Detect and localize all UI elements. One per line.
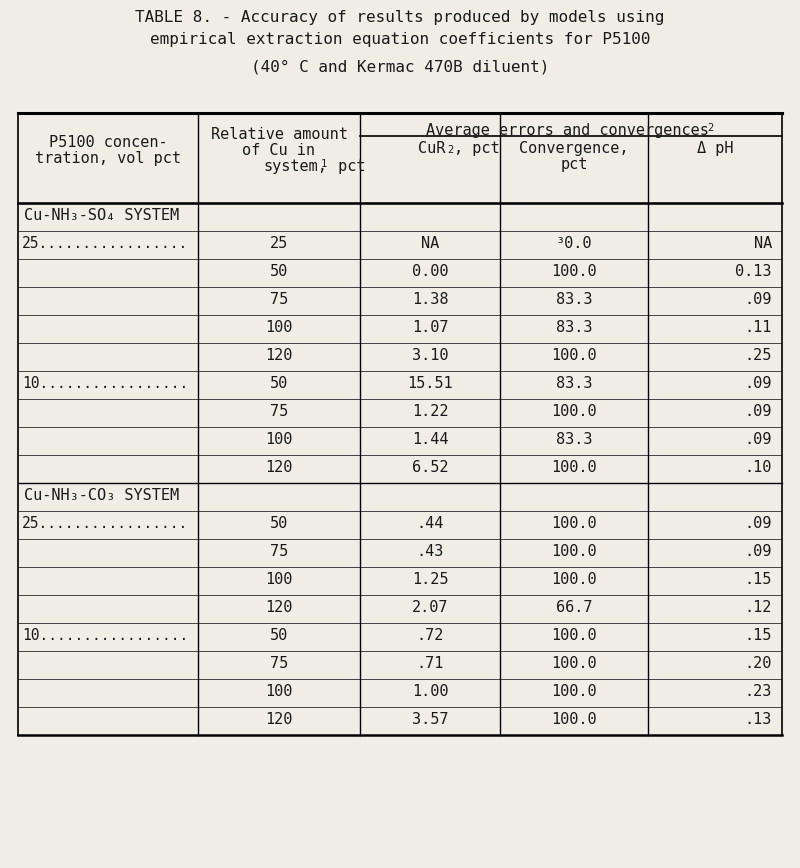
Text: .09: .09 bbox=[745, 377, 772, 391]
Text: 6.52: 6.52 bbox=[412, 461, 448, 476]
Text: .71: .71 bbox=[416, 656, 444, 672]
Text: 100.0: 100.0 bbox=[551, 265, 597, 279]
Text: 1.22: 1.22 bbox=[412, 404, 448, 419]
Text: 120: 120 bbox=[266, 348, 293, 364]
Text: 100: 100 bbox=[266, 432, 293, 448]
Text: pct: pct bbox=[560, 157, 588, 172]
Text: (40° C and Kermac 470B diluent): (40° C and Kermac 470B diluent) bbox=[251, 60, 549, 75]
Text: 1.25: 1.25 bbox=[412, 573, 448, 588]
Text: .25: .25 bbox=[745, 348, 772, 364]
Text: NA: NA bbox=[421, 236, 439, 252]
Text: 83.3: 83.3 bbox=[556, 293, 592, 307]
Text: 1.38: 1.38 bbox=[412, 293, 448, 307]
Text: 83.3: 83.3 bbox=[556, 377, 592, 391]
Text: system,: system, bbox=[263, 159, 327, 174]
Text: 50: 50 bbox=[270, 265, 288, 279]
Text: Average errors and convergences: Average errors and convergences bbox=[426, 123, 709, 138]
Text: Cu-NH₃-SO₄ SYSTEM: Cu-NH₃-SO₄ SYSTEM bbox=[24, 208, 179, 223]
Text: .09: .09 bbox=[745, 293, 772, 307]
Text: 100.0: 100.0 bbox=[551, 573, 597, 588]
Text: 2: 2 bbox=[707, 123, 714, 133]
Text: Cu-NH₃-CO₃ SYSTEM: Cu-NH₃-CO₃ SYSTEM bbox=[24, 489, 179, 503]
Text: 100.0: 100.0 bbox=[551, 516, 597, 531]
Text: 120: 120 bbox=[266, 461, 293, 476]
Text: 100: 100 bbox=[266, 320, 293, 336]
Text: .15: .15 bbox=[745, 628, 772, 643]
Text: 100.0: 100.0 bbox=[551, 685, 597, 700]
Text: .09: .09 bbox=[745, 404, 772, 419]
Text: .23: .23 bbox=[745, 685, 772, 700]
Text: P5100 concen-: P5100 concen- bbox=[49, 135, 167, 150]
Text: Δ pH: Δ pH bbox=[697, 141, 734, 156]
Text: TABLE 8. - Accuracy of results produced by models using: TABLE 8. - Accuracy of results produced … bbox=[135, 10, 665, 25]
Text: 1.00: 1.00 bbox=[412, 685, 448, 700]
Text: ³0.0: ³0.0 bbox=[556, 236, 592, 252]
Text: .43: .43 bbox=[416, 544, 444, 560]
Text: 100.0: 100.0 bbox=[551, 404, 597, 419]
Text: 100.0: 100.0 bbox=[551, 348, 597, 364]
Text: , pct: , pct bbox=[454, 141, 500, 156]
Text: .44: .44 bbox=[416, 516, 444, 531]
Text: 50: 50 bbox=[270, 628, 288, 643]
Text: 25: 25 bbox=[270, 236, 288, 252]
Text: .12: .12 bbox=[745, 601, 772, 615]
Text: .15: .15 bbox=[745, 573, 772, 588]
Text: .09: .09 bbox=[745, 516, 772, 531]
Text: tration, vol pct: tration, vol pct bbox=[35, 151, 181, 166]
Text: NA: NA bbox=[754, 236, 772, 252]
Text: 100.0: 100.0 bbox=[551, 713, 597, 727]
Text: .11: .11 bbox=[745, 320, 772, 336]
Text: of Cu in: of Cu in bbox=[242, 143, 315, 158]
Text: 0.00: 0.00 bbox=[412, 265, 448, 279]
Text: .72: .72 bbox=[416, 628, 444, 643]
Text: 100.0: 100.0 bbox=[551, 544, 597, 560]
Text: .10: .10 bbox=[745, 461, 772, 476]
Text: 0.13: 0.13 bbox=[735, 265, 772, 279]
Text: 10.................: 10................. bbox=[22, 377, 188, 391]
Text: 100: 100 bbox=[266, 685, 293, 700]
Text: 75: 75 bbox=[270, 404, 288, 419]
Text: 100.0: 100.0 bbox=[551, 628, 597, 643]
Text: CuR: CuR bbox=[418, 141, 446, 156]
Text: 2: 2 bbox=[447, 145, 454, 155]
Text: 66.7: 66.7 bbox=[556, 601, 592, 615]
Text: 25.................: 25................. bbox=[22, 516, 188, 531]
Text: 120: 120 bbox=[266, 713, 293, 727]
Text: 100.0: 100.0 bbox=[551, 461, 597, 476]
Text: 83.3: 83.3 bbox=[556, 320, 592, 336]
Text: 15.51: 15.51 bbox=[407, 377, 453, 391]
Text: Relative amount: Relative amount bbox=[210, 127, 347, 142]
Text: 25.................: 25................. bbox=[22, 236, 188, 252]
Text: .13: .13 bbox=[745, 713, 772, 727]
Text: Convergence,: Convergence, bbox=[519, 141, 629, 156]
Text: 1.44: 1.44 bbox=[412, 432, 448, 448]
Text: .20: .20 bbox=[745, 656, 772, 672]
Text: .09: .09 bbox=[745, 544, 772, 560]
Text: 75: 75 bbox=[270, 293, 288, 307]
Text: 2.07: 2.07 bbox=[412, 601, 448, 615]
Text: 3.10: 3.10 bbox=[412, 348, 448, 364]
Text: 75: 75 bbox=[270, 544, 288, 560]
Text: 75: 75 bbox=[270, 656, 288, 672]
Text: 1: 1 bbox=[321, 159, 327, 169]
Text: 10.................: 10................. bbox=[22, 628, 188, 643]
Text: .09: .09 bbox=[745, 432, 772, 448]
Text: 120: 120 bbox=[266, 601, 293, 615]
Text: 3.57: 3.57 bbox=[412, 713, 448, 727]
Text: 50: 50 bbox=[270, 516, 288, 531]
Text: 50: 50 bbox=[270, 377, 288, 391]
Text: empirical extraction equation coefficients for P5100: empirical extraction equation coefficien… bbox=[150, 32, 650, 47]
Text: 100: 100 bbox=[266, 573, 293, 588]
Text: pct: pct bbox=[329, 159, 366, 174]
Text: 83.3: 83.3 bbox=[556, 432, 592, 448]
Text: 100.0: 100.0 bbox=[551, 656, 597, 672]
Text: 1.07: 1.07 bbox=[412, 320, 448, 336]
